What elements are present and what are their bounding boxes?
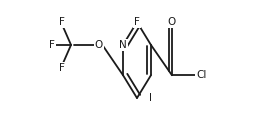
Text: O: O [95, 40, 103, 50]
Text: O: O [168, 17, 176, 27]
Text: I: I [150, 93, 152, 103]
Text: Cl: Cl [196, 70, 207, 80]
Text: F: F [134, 17, 140, 27]
Text: N: N [119, 40, 127, 50]
Text: F: F [49, 40, 55, 50]
Text: F: F [59, 17, 65, 27]
Text: F: F [59, 63, 65, 73]
